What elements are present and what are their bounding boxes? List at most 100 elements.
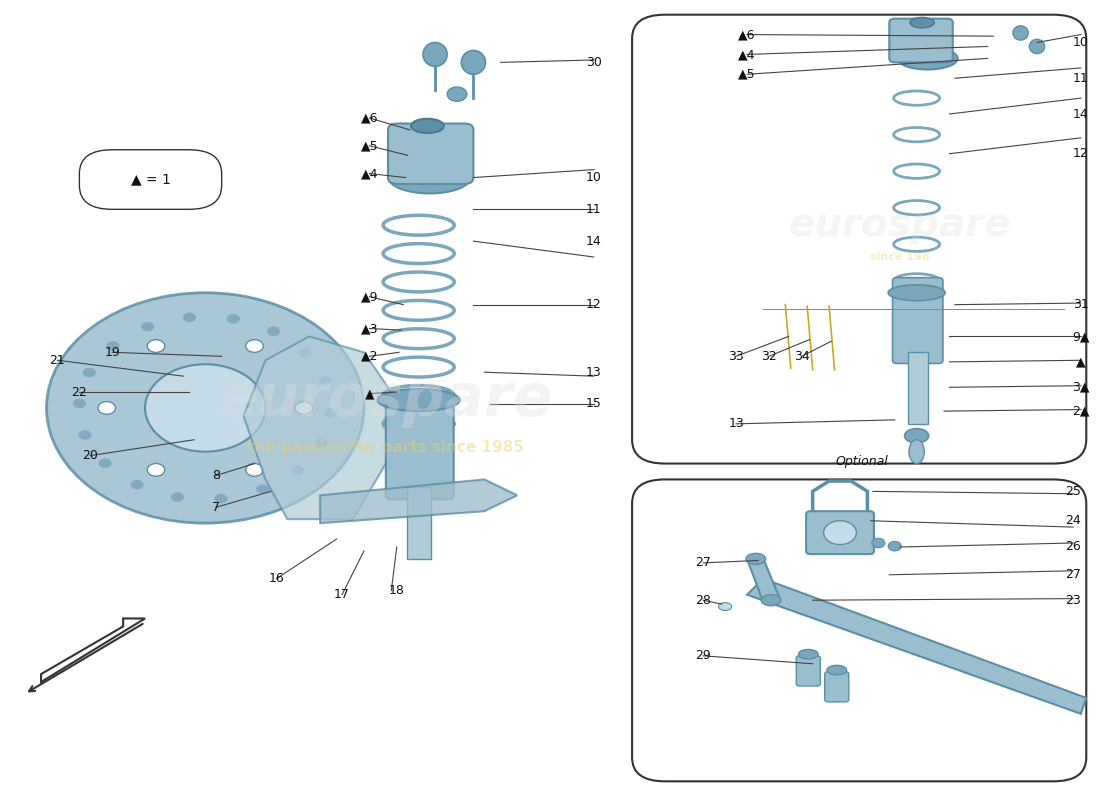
Text: ▲6: ▲6: [738, 28, 756, 41]
Circle shape: [324, 408, 338, 417]
Ellipse shape: [910, 18, 934, 28]
Text: 12: 12: [586, 298, 602, 311]
Ellipse shape: [377, 389, 460, 411]
Text: 11: 11: [1072, 72, 1089, 85]
Text: eurospare: eurospare: [219, 371, 553, 429]
Circle shape: [315, 438, 328, 448]
Ellipse shape: [388, 162, 471, 194]
Circle shape: [267, 326, 280, 336]
Text: 33: 33: [728, 350, 744, 363]
Circle shape: [147, 463, 165, 476]
Polygon shape: [41, 618, 145, 682]
Polygon shape: [747, 559, 780, 602]
Text: ▲ = 1: ▲ = 1: [131, 172, 170, 186]
Text: 12: 12: [1072, 147, 1089, 160]
Text: 20: 20: [82, 449, 98, 462]
Circle shape: [214, 494, 228, 503]
Ellipse shape: [909, 440, 924, 463]
FancyBboxPatch shape: [386, 396, 453, 499]
Text: 2▲: 2▲: [1072, 405, 1090, 418]
FancyBboxPatch shape: [796, 656, 821, 686]
Text: ▲9: ▲9: [361, 290, 378, 303]
Circle shape: [98, 458, 111, 468]
Bar: [407, 487, 431, 559]
Circle shape: [147, 340, 165, 352]
Circle shape: [107, 341, 120, 350]
Circle shape: [131, 480, 144, 490]
Ellipse shape: [447, 87, 466, 102]
Text: 28: 28: [695, 594, 712, 606]
Text: 21: 21: [50, 354, 65, 366]
Circle shape: [256, 485, 270, 494]
Circle shape: [145, 364, 265, 452]
Text: 32: 32: [761, 350, 777, 363]
Circle shape: [299, 348, 312, 358]
Ellipse shape: [761, 594, 781, 606]
Text: since 198: since 198: [870, 252, 930, 262]
Circle shape: [245, 340, 263, 352]
Ellipse shape: [898, 47, 958, 70]
Text: 18: 18: [388, 584, 405, 597]
Polygon shape: [320, 479, 517, 523]
Text: 8: 8: [212, 469, 220, 482]
FancyBboxPatch shape: [388, 123, 473, 184]
Circle shape: [227, 314, 240, 324]
Circle shape: [319, 376, 332, 386]
Text: 23: 23: [1065, 594, 1081, 606]
Polygon shape: [243, 337, 397, 519]
Text: ▲3: ▲3: [361, 322, 378, 335]
Text: 15: 15: [586, 398, 602, 410]
Polygon shape: [747, 578, 1087, 714]
Circle shape: [98, 402, 116, 414]
Circle shape: [824, 521, 857, 545]
Text: ▲: ▲: [364, 387, 374, 400]
Ellipse shape: [872, 538, 884, 548]
Ellipse shape: [1013, 26, 1028, 40]
Text: 25: 25: [1065, 485, 1081, 498]
Ellipse shape: [746, 554, 766, 565]
Text: 9▲: 9▲: [1072, 330, 1090, 343]
FancyBboxPatch shape: [892, 278, 943, 363]
Circle shape: [183, 313, 196, 322]
Circle shape: [295, 402, 312, 414]
Text: 30: 30: [586, 56, 602, 69]
Text: 26: 26: [1065, 541, 1081, 554]
Text: 13: 13: [586, 366, 602, 378]
Text: 10: 10: [586, 171, 602, 184]
Text: 7: 7: [212, 501, 220, 514]
Text: ▲5: ▲5: [361, 139, 378, 152]
Text: 22: 22: [72, 386, 87, 398]
Text: 16: 16: [268, 572, 284, 586]
FancyBboxPatch shape: [806, 511, 874, 554]
Text: 13: 13: [728, 418, 744, 430]
Text: ▲2: ▲2: [361, 350, 378, 363]
FancyBboxPatch shape: [889, 18, 953, 62]
Text: 14: 14: [586, 234, 602, 248]
Ellipse shape: [718, 602, 732, 610]
Ellipse shape: [799, 650, 818, 659]
Text: ▲6: ▲6: [361, 111, 378, 125]
Ellipse shape: [827, 666, 847, 675]
Ellipse shape: [424, 42, 447, 66]
Circle shape: [170, 492, 184, 502]
Ellipse shape: [411, 118, 443, 133]
Text: 3▲: 3▲: [1072, 381, 1090, 394]
Text: 19: 19: [104, 346, 120, 359]
Ellipse shape: [1030, 39, 1045, 54]
Circle shape: [78, 430, 91, 440]
Circle shape: [292, 466, 304, 474]
Text: ▲4: ▲4: [361, 167, 378, 180]
Text: 17: 17: [334, 588, 350, 601]
Circle shape: [82, 368, 96, 378]
Text: 11: 11: [586, 203, 602, 216]
Text: Optional: Optional: [836, 454, 889, 468]
Circle shape: [245, 463, 263, 476]
Bar: [908, 352, 927, 424]
FancyBboxPatch shape: [825, 672, 849, 702]
Circle shape: [46, 293, 364, 523]
Text: 27: 27: [695, 556, 712, 570]
Text: ▲: ▲: [1076, 355, 1086, 368]
Ellipse shape: [888, 285, 945, 301]
Text: 24: 24: [1065, 514, 1081, 527]
Circle shape: [73, 398, 86, 408]
